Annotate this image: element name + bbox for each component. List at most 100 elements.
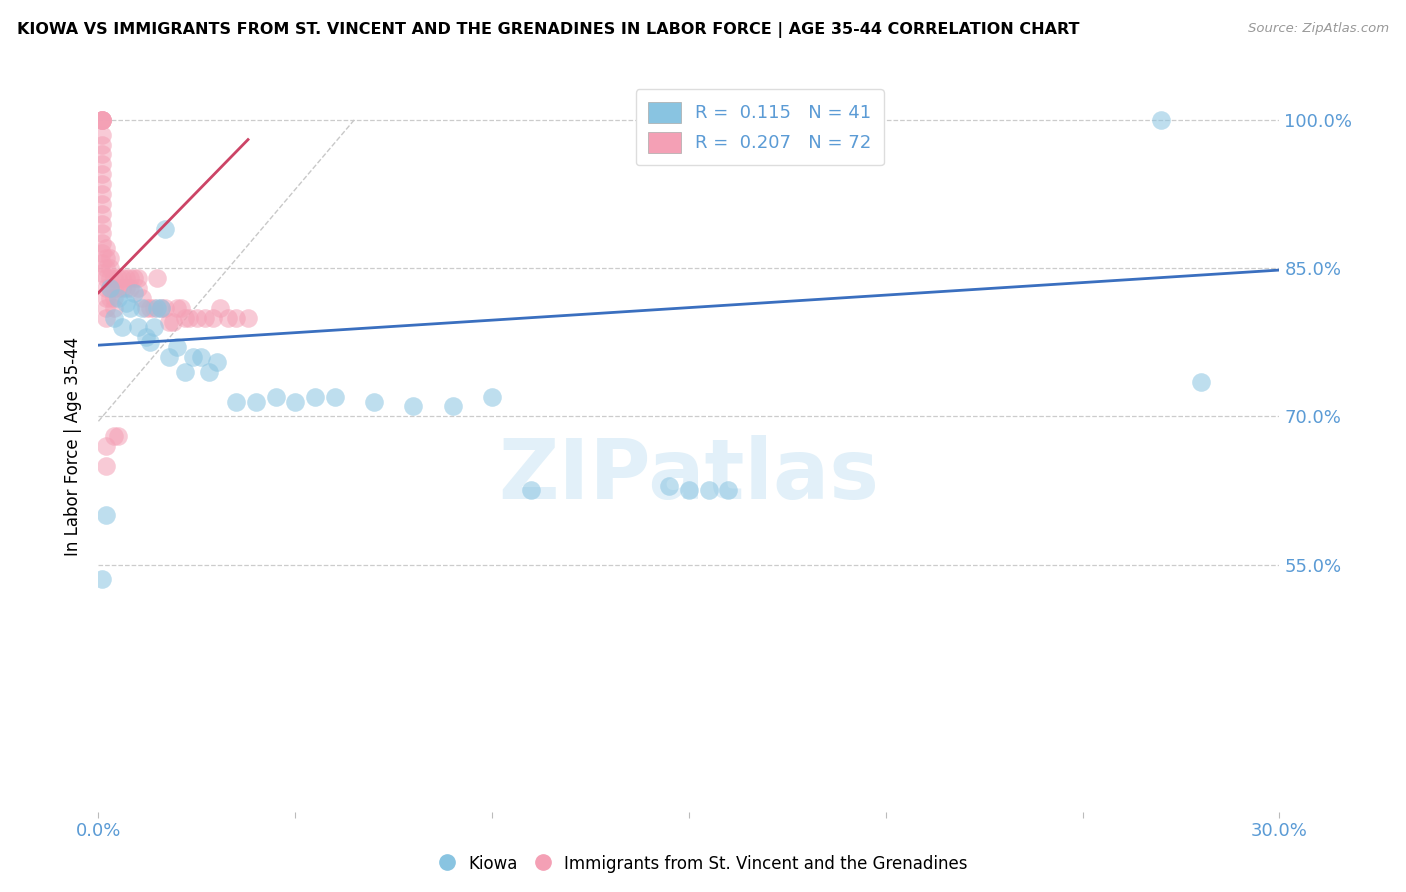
Point bbox=[131, 301, 153, 315]
Point bbox=[441, 400, 464, 414]
Point bbox=[1189, 375, 1212, 389]
Point bbox=[131, 291, 153, 305]
Point bbox=[91, 266, 114, 280]
Point bbox=[138, 301, 160, 315]
Point bbox=[118, 271, 141, 285]
Point bbox=[146, 301, 169, 315]
Text: Source: ZipAtlas.com: Source: ZipAtlas.com bbox=[1249, 22, 1389, 36]
Point bbox=[91, 112, 114, 127]
Point bbox=[91, 177, 114, 191]
Point bbox=[186, 310, 208, 325]
Point bbox=[217, 310, 239, 325]
Point bbox=[284, 394, 307, 409]
Point bbox=[96, 301, 118, 315]
Point bbox=[91, 112, 114, 127]
Point bbox=[363, 394, 385, 409]
Point bbox=[157, 315, 180, 329]
Point bbox=[91, 186, 114, 201]
Point bbox=[155, 301, 177, 315]
Point bbox=[115, 295, 138, 310]
Point bbox=[91, 157, 114, 171]
Point bbox=[118, 301, 141, 315]
Point bbox=[122, 271, 145, 285]
Point bbox=[115, 271, 138, 285]
Point bbox=[111, 271, 134, 285]
Point bbox=[197, 365, 219, 379]
Point bbox=[91, 167, 114, 181]
Point bbox=[225, 310, 247, 325]
Point bbox=[520, 483, 543, 498]
Point bbox=[96, 241, 118, 255]
Point bbox=[107, 291, 129, 305]
Legend: Kiowa, Immigrants from St. Vincent and the Grenadines: Kiowa, Immigrants from St. Vincent and t… bbox=[432, 848, 974, 880]
Point bbox=[91, 573, 114, 587]
Point bbox=[91, 197, 114, 211]
Text: KIOWA VS IMMIGRANTS FROM ST. VINCENT AND THE GRENADINES IN LABOR FORCE | AGE 35-: KIOWA VS IMMIGRANTS FROM ST. VINCENT AND… bbox=[17, 22, 1080, 38]
Point bbox=[107, 429, 129, 443]
Point bbox=[174, 365, 197, 379]
Point bbox=[103, 281, 125, 295]
Point bbox=[98, 281, 121, 295]
Legend: R =  0.115   N = 41, R =  0.207   N = 72: R = 0.115 N = 41, R = 0.207 N = 72 bbox=[636, 89, 884, 165]
Point bbox=[103, 429, 125, 443]
Point bbox=[174, 310, 197, 325]
Point bbox=[166, 301, 188, 315]
Point bbox=[98, 291, 121, 305]
Point bbox=[91, 112, 114, 127]
Point bbox=[142, 301, 165, 315]
Point bbox=[91, 207, 114, 221]
Point bbox=[91, 227, 114, 241]
Point bbox=[96, 310, 118, 325]
Point bbox=[96, 508, 118, 523]
Point bbox=[96, 439, 118, 453]
Point bbox=[264, 390, 287, 404]
Point bbox=[481, 390, 503, 404]
Point bbox=[127, 281, 149, 295]
Point bbox=[96, 291, 118, 305]
Point bbox=[150, 301, 173, 315]
Point bbox=[166, 340, 188, 354]
Point bbox=[98, 251, 121, 265]
Point bbox=[205, 355, 228, 369]
Point bbox=[181, 350, 204, 364]
Point bbox=[103, 301, 125, 315]
Point bbox=[209, 301, 232, 315]
Point bbox=[103, 291, 125, 305]
Point bbox=[107, 271, 129, 285]
Point bbox=[103, 310, 125, 325]
Point bbox=[402, 400, 425, 414]
Point bbox=[201, 310, 224, 325]
Point bbox=[157, 350, 180, 364]
Point bbox=[127, 320, 149, 334]
Point bbox=[245, 394, 267, 409]
Point bbox=[91, 246, 114, 260]
Point bbox=[111, 320, 134, 334]
Point bbox=[697, 483, 720, 498]
Point bbox=[162, 315, 184, 329]
Point bbox=[96, 281, 118, 295]
Point bbox=[323, 390, 346, 404]
Point bbox=[150, 301, 173, 315]
Point bbox=[135, 330, 157, 344]
Point bbox=[177, 310, 200, 325]
Point bbox=[142, 320, 165, 334]
Y-axis label: In Labor Force | Age 35-44: In Labor Force | Age 35-44 bbox=[65, 336, 83, 556]
Point bbox=[98, 261, 121, 276]
Point bbox=[658, 478, 681, 492]
Point bbox=[678, 483, 700, 498]
Point bbox=[91, 236, 114, 251]
Point bbox=[138, 335, 160, 350]
Point bbox=[98, 271, 121, 285]
Point bbox=[135, 301, 157, 315]
Point bbox=[111, 281, 134, 295]
Point bbox=[122, 285, 145, 300]
Point bbox=[194, 310, 217, 325]
Point bbox=[96, 251, 118, 265]
Text: ZIPatlas: ZIPatlas bbox=[499, 434, 879, 516]
Point bbox=[170, 301, 193, 315]
Point bbox=[118, 281, 141, 295]
Point bbox=[146, 271, 169, 285]
Point bbox=[1150, 112, 1173, 127]
Point bbox=[91, 112, 114, 127]
Point bbox=[98, 281, 121, 295]
